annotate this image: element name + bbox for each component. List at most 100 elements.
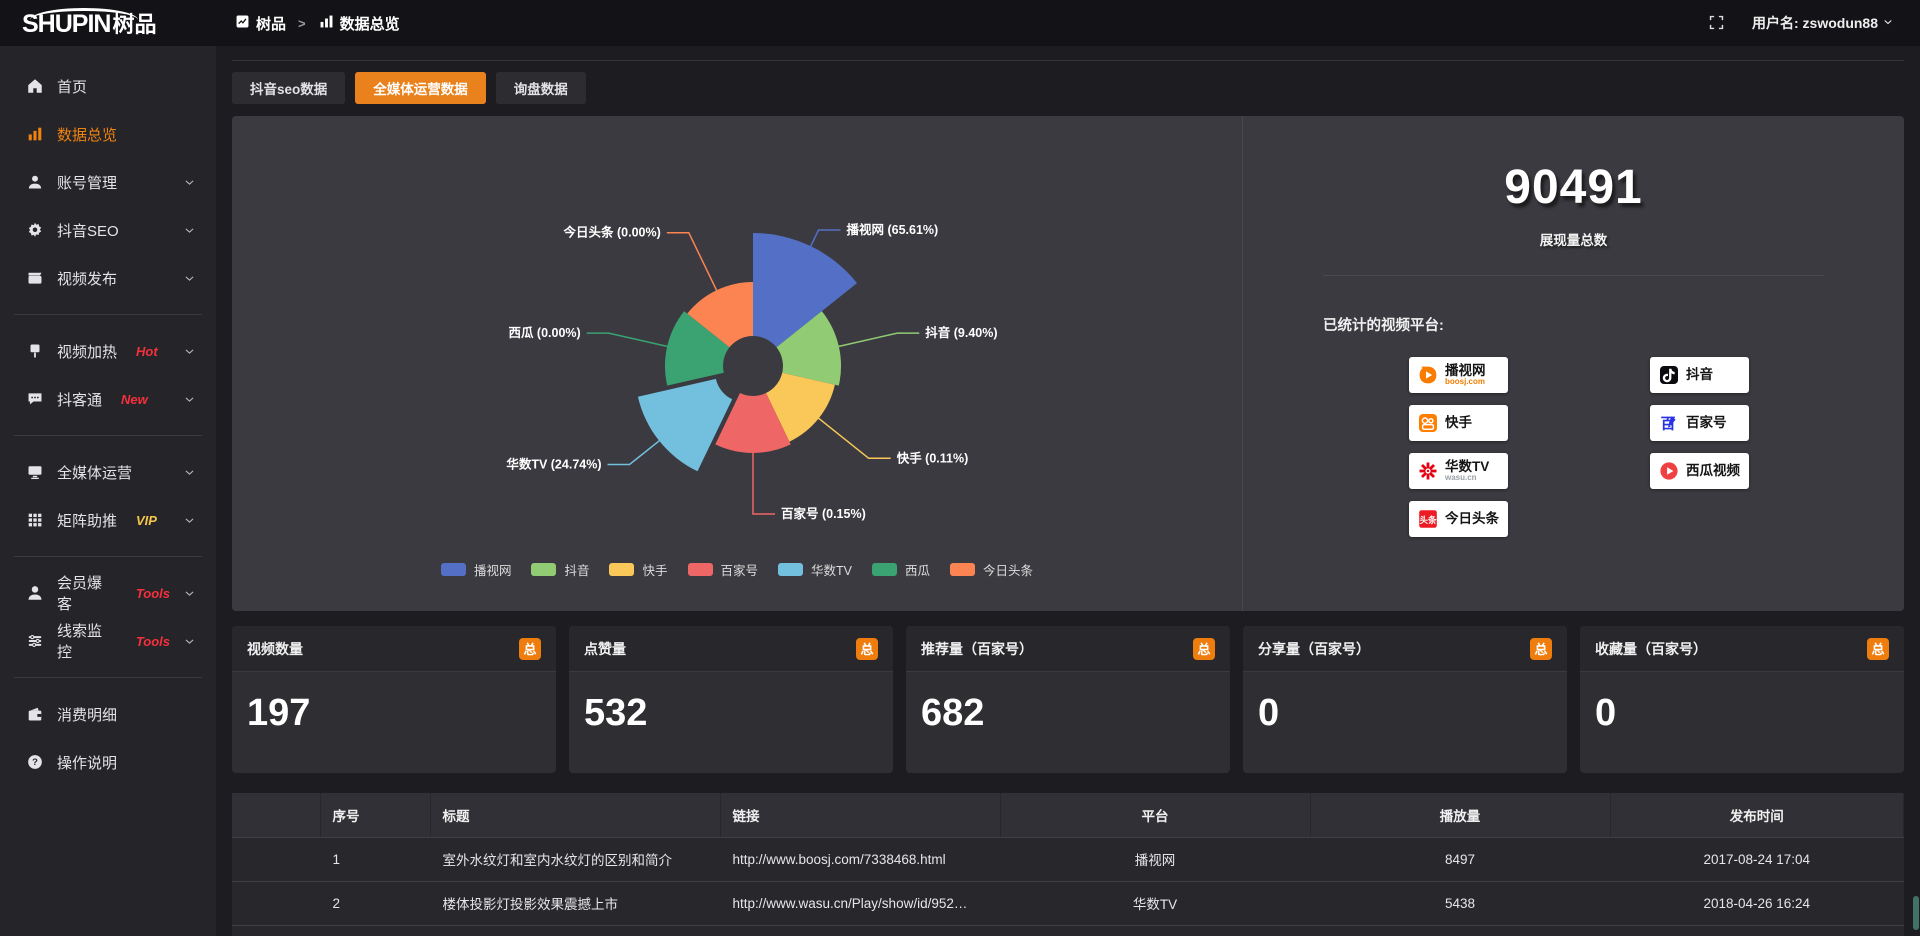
- pie-label: 华数TV (24.74%): [506, 457, 601, 472]
- cell-title[interactable]: [430, 925, 721, 936]
- stat-card-推荐量（百家号）: 推荐量（百家号） 总 682: [906, 626, 1230, 773]
- cell-published: 2017-08-24 17:04: [1610, 837, 1904, 882]
- baijiahao-icon: 百: [1660, 416, 1676, 433]
- tab-询盘数据[interactable]: 询盘数据: [495, 72, 586, 104]
- tab-抖音seo数据[interactable]: 抖音seo数据: [232, 72, 346, 104]
- table-header-row: 序号 标题 链接 平台 播放量 发布时间: [232, 793, 1904, 838]
- sidebar-item-全媒体运营[interactable]: 全媒体运营: [0, 448, 216, 496]
- column-header-标题[interactable]: 标题: [430, 793, 721, 838]
- user-menu[interactable]: 用户名: zswodun88: [1752, 13, 1894, 33]
- legend-label: 华数TV: [811, 564, 852, 578]
- video-table: 序号 标题 链接 平台 播放量 发布时间 1 室外水纹灯和室内水纹灯的区别和简介 http:/…: [232, 793, 1904, 936]
- app-logo[interactable]: SHUPIN 树品: [0, 7, 216, 39]
- tab-全媒体运营数据[interactable]: 全媒体运营数据: [355, 72, 486, 104]
- rose-pie-chart: 播视网 (65.61%) 抖音 (9.40%) 快手 (0.11%) 百家号 (0.1…: [506, 222, 997, 521]
- bar-chart-icon: [320, 15, 333, 27]
- sidebar-item-消费明细[interactable]: 消费明细: [0, 690, 216, 738]
- platform-column-left: 播视网 boosj.com 快手 华数TV wasu.cn 头条 今日头条: [1409, 357, 1508, 537]
- chevron-down-icon: [1884, 20, 1892, 25]
- column-header-播放量[interactable]: 播放量: [1310, 793, 1611, 838]
- sidebar-item-label: 首页: [57, 78, 88, 96]
- column-header-发布时间[interactable]: 发布时间: [1610, 793, 1904, 838]
- sidebar-item-视频发布[interactable]: 视频发布: [0, 254, 216, 302]
- cell-title[interactable]: 楼体投影灯投影效果震撼上市: [430, 881, 721, 926]
- pie-slice-抖音[interactable]: [776, 311, 842, 386]
- chevron-down-icon: [185, 227, 194, 233]
- stat-card-header: 视频数量 总: [232, 626, 556, 672]
- cell-index: 2: [320, 881, 431, 926]
- cell-title[interactable]: 室外水纹灯和室内水纹灯的区别和简介: [430, 837, 721, 882]
- wasu-icon: [1419, 462, 1437, 480]
- sidebar-item-tag: Hot: [136, 343, 158, 359]
- chart-line-icon: [236, 15, 249, 27]
- pie-slice-华数TV[interactable]: [637, 378, 733, 472]
- breadcrumb-current[interactable]: 数据总览: [318, 13, 400, 34]
- sidebar-item-视频加热[interactable]: 视频加热 Hot: [0, 327, 216, 375]
- total-impressions-label: 展现量总数: [1539, 233, 1608, 248]
- cell-link[interactable]: http://www.boosj.com/7338468.html: [720, 837, 1001, 882]
- monitor-icon: [28, 466, 42, 480]
- total-badge: 总: [1530, 637, 1552, 660]
- breadcrumb-root[interactable]: 树品: [234, 13, 286, 34]
- pie-slice-百家号[interactable]: [715, 393, 791, 453]
- table-row: 2 楼体投影灯投影效果震撼上市 http://www.wasu.cn/Play/sh…: [232, 881, 1904, 926]
- scrollbar-thumb[interactable]: [1913, 896, 1919, 930]
- platform-name: 快手: [1445, 414, 1472, 430]
- sidebar-item-账号管理[interactable]: 账号管理: [0, 158, 216, 206]
- cell-platform: 华数TV: [1000, 881, 1311, 926]
- sidebar-item-线索监控[interactable]: 线索监控 Tools: [0, 617, 216, 665]
- legend-item-西瓜[interactable]: 西瓜: [872, 560, 930, 579]
- stat-card-value: 0: [1595, 692, 1617, 734]
- fullscreen-button[interactable]: [1708, 14, 1726, 32]
- pie-chart-area: 播视网 (65.61%) 抖音 (9.40%) 快手 (0.11%) 百家号 (0.1…: [232, 116, 1242, 611]
- stat-card-header: 点赞量 总: [569, 626, 893, 672]
- column-header-平台[interactable]: 平台: [1000, 793, 1311, 838]
- legend-label: 西瓜: [905, 564, 931, 578]
- cell-link[interactable]: [720, 925, 1001, 936]
- sidebar-item-会员爆客[interactable]: 会员爆客 Tools: [0, 569, 216, 617]
- pie-slice-快手[interactable]: [766, 372, 835, 442]
- row-checkbox-cell: [232, 925, 321, 936]
- cell-published: 2018-04-26 16:24: [1610, 881, 1904, 926]
- pie-slice-播视网[interactable]: [753, 233, 857, 348]
- topbar-right: 用户名: zswodun88: [1708, 13, 1920, 33]
- chart-legend: 播视网 抖音 快手 百家号 华数TV 西瓜 今日头条: [440, 560, 1033, 579]
- sidebar-item-首页[interactable]: 首页: [0, 62, 216, 110]
- legend-item-今日头条[interactable]: 今日头条: [950, 560, 1033, 579]
- sidebar-item-数据总览[interactable]: 数据总览: [0, 110, 216, 158]
- top-bar: SHUPIN 树品 树品 > 数据总览 用户名: zswodun88: [0, 0, 1920, 46]
- pie-slice-西瓜[interactable]: [664, 311, 730, 386]
- sidebar-item-抖客通[interactable]: 抖客通 New: [0, 375, 216, 423]
- member-icon: [28, 586, 42, 600]
- sidebar-divider: [14, 556, 202, 557]
- legend-item-百家号[interactable]: 百家号: [687, 560, 758, 579]
- cell-link[interactable]: http://www.wasu.cn/Play/show/id/952…: [720, 881, 1001, 926]
- sidebar-item-操作说明[interactable]: ? 操作说明: [0, 738, 216, 786]
- stat-card-title: 收藏量（百家号）: [1595, 640, 1707, 657]
- legend-item-抖音[interactable]: 抖音: [531, 560, 589, 579]
- stat-card-分享量（百家号）: 分享量（百家号） 总 0: [1243, 626, 1567, 773]
- sidebar-item-label: 消费明细: [57, 706, 118, 724]
- sidebar-item-label: 视频加热: [57, 343, 118, 361]
- platform-badge-快手: 快手: [1409, 405, 1508, 441]
- sidebar-item-label: 矩阵助推: [57, 512, 118, 530]
- platform-badge-百家号: 百百家号: [1650, 405, 1749, 441]
- legend-item-快手[interactable]: 快手: [609, 560, 668, 579]
- platforms-heading: 已统计的视频平台:: [1323, 318, 1444, 334]
- pie-label-line: [809, 229, 841, 248]
- sidebar-item-抖音SEO[interactable]: 抖音SEO: [0, 206, 216, 254]
- sidebar-item-label: 视频发布: [57, 270, 118, 288]
- column-header-序号[interactable]: 序号: [320, 793, 431, 838]
- platform-badge-西瓜视频: 西瓜视频: [1650, 453, 1749, 489]
- column-header-链接[interactable]: 链接: [720, 793, 1001, 838]
- legend-item-播视网[interactable]: 播视网: [440, 560, 511, 579]
- overview-panel: 播视网 (65.61%) 抖音 (9.40%) 快手 (0.11%) 百家号 (0.1…: [232, 116, 1904, 611]
- video-table-section: 序号 标题 链接 平台 播放量 发布时间 1 室外水纹灯和室内水纹灯的区别和简介 http:/…: [232, 793, 1904, 936]
- legend-swatch: [531, 563, 557, 576]
- legend-item-华数TV[interactable]: 华数TV: [778, 560, 852, 579]
- sidebar-item-矩阵助推[interactable]: 矩阵助推 VIP: [0, 496, 216, 544]
- total-badge: 总: [856, 637, 878, 660]
- total-badge: 总: [1867, 637, 1889, 660]
- pie-slice-今日头条[interactable]: [687, 282, 753, 348]
- table-row: 1 室外水纹灯和室内水纹灯的区别和简介 http://www.boosj.com/7…: [232, 837, 1904, 882]
